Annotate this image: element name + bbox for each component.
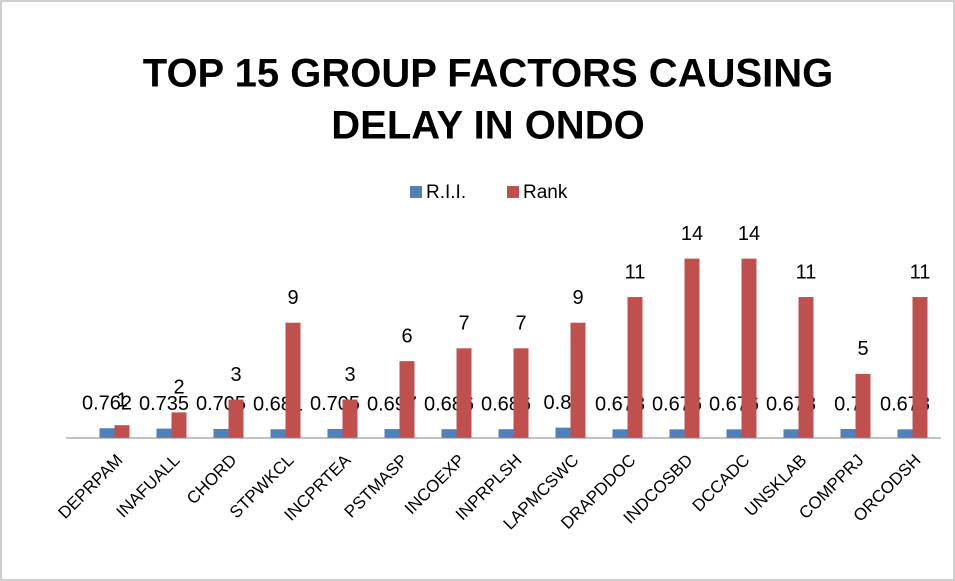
- bar: [327, 428, 343, 438]
- bar: [684, 258, 700, 438]
- data-label: 9: [572, 287, 583, 309]
- bar: [840, 429, 856, 438]
- data-label: 7: [458, 313, 469, 335]
- bar: [570, 322, 586, 438]
- bar: [399, 361, 415, 438]
- bar: [99, 428, 115, 438]
- bar: [384, 429, 400, 438]
- bar: [228, 399, 244, 438]
- bar: [897, 429, 913, 438]
- data-label: 2: [173, 377, 184, 399]
- data-label: 3: [344, 364, 355, 386]
- legend-swatch: [507, 186, 519, 198]
- data-label: 0.735: [139, 393, 189, 415]
- data-label: 5: [857, 338, 868, 360]
- chart-title: DELAY IN ONDO: [331, 104, 644, 148]
- bar: [285, 322, 301, 438]
- bar: [213, 428, 229, 438]
- legend-label: R.I.I.: [426, 182, 466, 203]
- data-label: 11: [910, 261, 931, 283]
- bar: [498, 429, 514, 438]
- bar: [669, 429, 685, 438]
- bar: [114, 425, 130, 438]
- legend-swatch: [410, 186, 422, 198]
- data-label: 3: [230, 364, 241, 386]
- bar: [555, 427, 571, 438]
- data-label: 14: [681, 223, 703, 245]
- bar: [612, 429, 628, 438]
- bar: [798, 297, 814, 438]
- data-label: 1: [116, 389, 127, 411]
- bar: [156, 428, 172, 438]
- data-label: 7: [515, 313, 526, 335]
- data-label: 11: [796, 261, 817, 283]
- bar: [726, 429, 742, 438]
- data-label: 14: [738, 223, 760, 245]
- bar: [855, 373, 871, 438]
- bar: [171, 412, 187, 438]
- data-label: 6: [401, 325, 412, 347]
- legend-label: Rank: [523, 182, 568, 203]
- bar: [441, 429, 457, 438]
- bar: [513, 348, 529, 438]
- data-label: 0.7: [834, 393, 862, 415]
- bar: [741, 258, 757, 438]
- bar: [783, 429, 799, 438]
- bar: [342, 399, 358, 438]
- bar: [270, 429, 286, 438]
- chart-title: TOP 15 GROUP FACTORS CAUSING: [143, 52, 834, 96]
- data-label: 11: [625, 261, 646, 283]
- bar: [912, 297, 928, 438]
- bar: [627, 297, 643, 438]
- data-label: 9: [287, 287, 298, 309]
- bar: [456, 348, 472, 438]
- data-label: 0.762: [82, 393, 132, 415]
